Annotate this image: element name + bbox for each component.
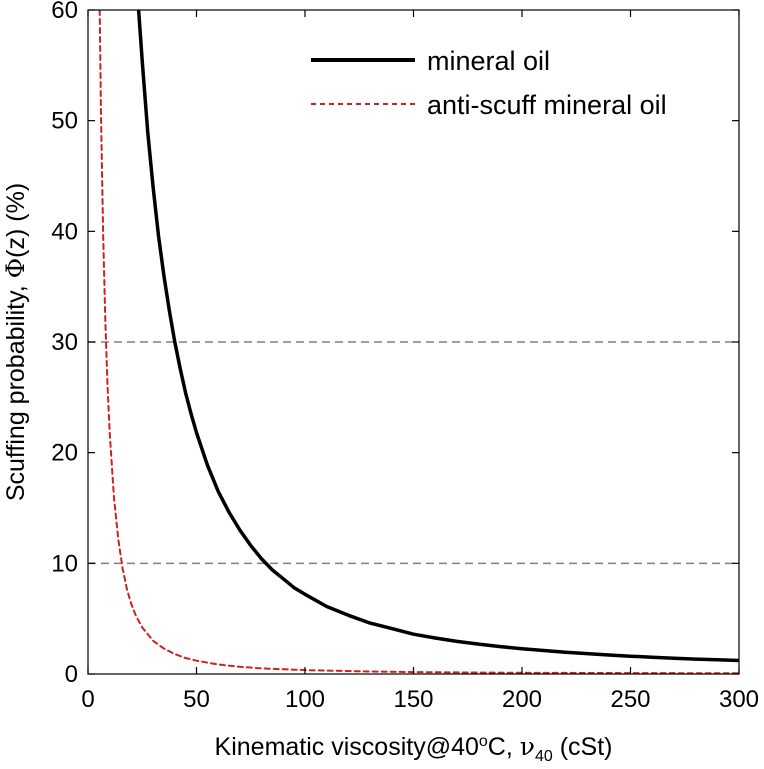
x-tick-label: 150 bbox=[393, 686, 433, 713]
x-axis-label: Kinematic viscosity@40oC, ν40 (cSt) bbox=[215, 732, 613, 765]
series-line-anti-scuff-mineral-oil bbox=[98, 10, 739, 674]
x-tick-label: 200 bbox=[502, 686, 542, 713]
y-tick-label: 60 bbox=[51, 0, 78, 24]
legend-label-1: anti-scuff mineral oil bbox=[427, 90, 667, 120]
y-tick-label: 20 bbox=[51, 440, 78, 467]
y-axis-label: Scuffing probability, Φ(z) (%) bbox=[1, 183, 30, 501]
x-tick-label: 300 bbox=[719, 686, 759, 713]
y-tick-label: 40 bbox=[51, 218, 78, 245]
y-tick-label: 30 bbox=[51, 329, 78, 356]
y-tick-label: 0 bbox=[65, 661, 78, 688]
x-tick-label: 0 bbox=[81, 686, 94, 713]
x-tick-label: 250 bbox=[610, 686, 650, 713]
x-tick-label: 100 bbox=[285, 686, 325, 713]
legend: mineral oil anti-scuff mineral oil bbox=[311, 46, 667, 120]
series-line-mineral-oil bbox=[136, 10, 739, 663]
x-tick-label: 50 bbox=[183, 686, 210, 713]
legend-label-0: mineral oil bbox=[427, 46, 550, 76]
y-tick-label: 50 bbox=[51, 108, 78, 135]
y-tick-label: 10 bbox=[51, 550, 78, 577]
